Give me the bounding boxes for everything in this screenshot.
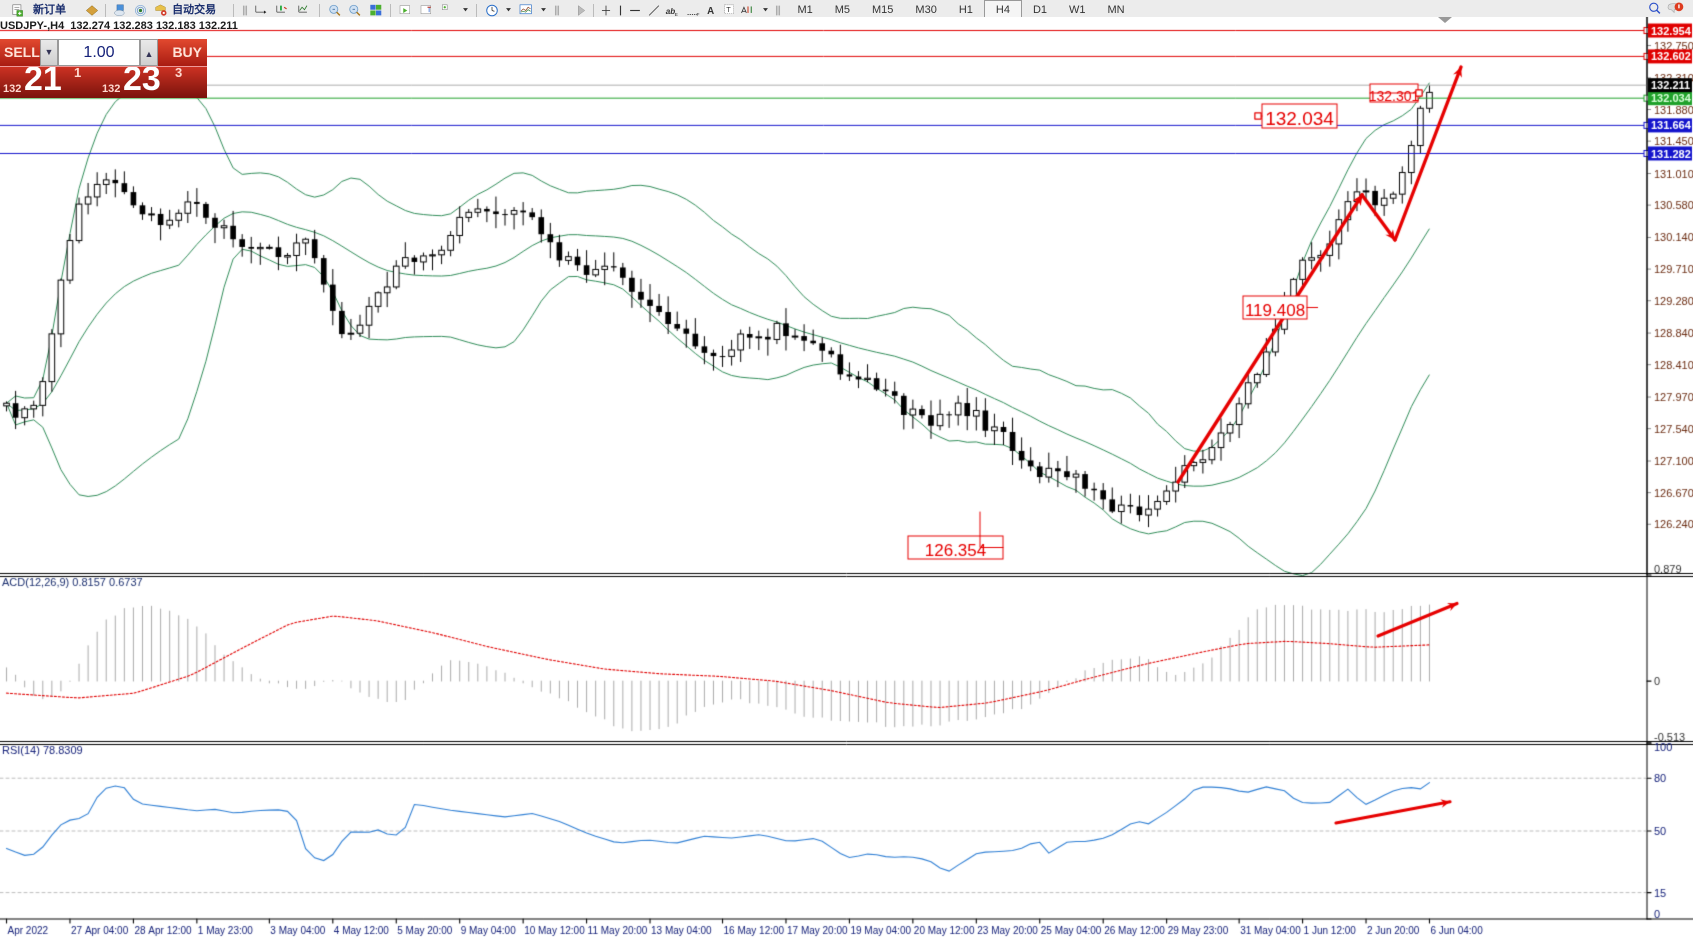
svg-text:A: A bbox=[707, 6, 714, 17]
svg-text:T: T bbox=[726, 5, 731, 14]
svg-text:ab: ab bbox=[666, 7, 676, 16]
